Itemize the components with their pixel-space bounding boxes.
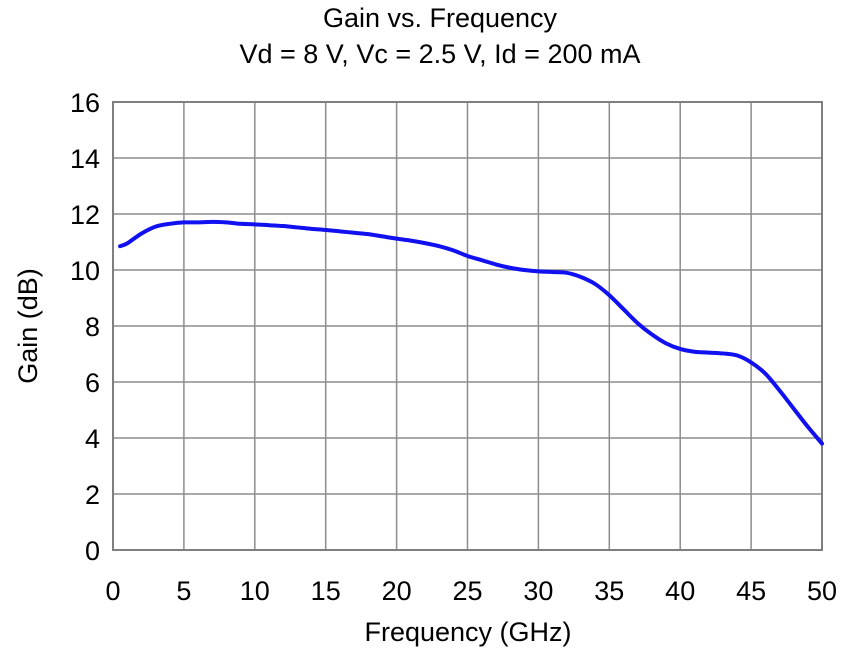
x-tick-label: 30 [523,576,553,606]
x-tick-label: 25 [452,576,482,606]
grid [113,102,822,550]
y-tick-label: 16 [70,88,100,118]
x-tick-label: 40 [665,576,695,606]
x-tick-label: 20 [382,576,412,606]
series-line-gain [118,219,824,446]
x-tick-label: 0 [105,576,120,606]
y-axis-label: Gain (dB) [13,268,43,384]
chart-title-group: Gain vs. Frequency Vd = 8 V, Vc = 2.5 V,… [239,3,640,69]
x-axis-ticks: 0 5 10 15 20 25 30 35 40 45 50 [105,576,837,606]
y-axis-ticks: 0 2 4 6 8 10 12 14 16 [70,88,100,566]
series-layer [118,219,824,446]
y-tick-label: 0 [85,536,100,566]
y-tick-label: 10 [70,256,100,286]
x-tick-label: 35 [594,576,624,606]
x-tick-label: 5 [176,576,191,606]
y-tick-label: 4 [85,424,100,454]
x-tick-label: 15 [311,576,341,606]
y-tick-label: 14 [70,144,100,174]
y-tick-label: 2 [85,480,100,510]
plot-frame [112,101,823,551]
y-tick-label: 12 [70,200,100,230]
x-axis-label: Frequency (GHz) [364,617,571,647]
chart-subtitle: Vd = 8 V, Vc = 2.5 V, Id = 200 mA [239,39,640,69]
x-tick-label: 10 [240,576,270,606]
chart-title: Gain vs. Frequency [323,3,558,33]
x-tick-label: 45 [736,576,766,606]
y-tick-label: 6 [85,368,100,398]
x-tick-label: 50 [807,576,837,606]
y-tick-label: 8 [85,312,100,342]
